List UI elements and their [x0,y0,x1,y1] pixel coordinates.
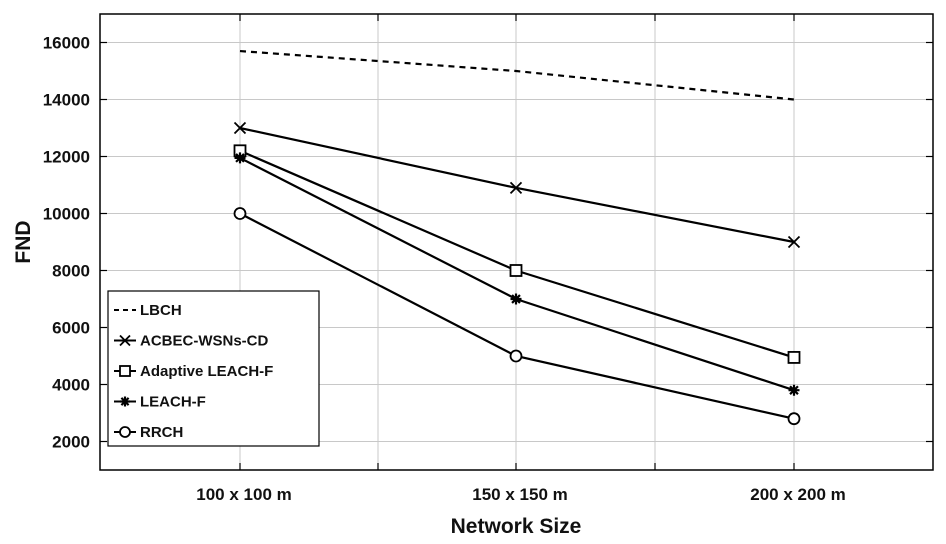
series-adaptive-leach-f [233,144,801,364]
series-lines [233,49,801,426]
y-tick-label: 2000 [52,433,90,452]
x-axis-label: Network Size [451,515,582,538]
series-lbch [239,49,795,101]
legend-entry-label: LEACH-F [140,394,206,411]
y-axis-ticks: 2000 4000 6000 8000 10000 12000 14000 16000 [43,34,933,452]
legend-marker [119,426,131,438]
legend-entry-label: Adaptive LEACH-F [140,363,273,380]
series-rrch [233,207,801,426]
legend: LBCH ACBEC-WSNs-CD Adaptive LEACH-F LEACH-F… [107,290,320,447]
y-tick-label: 4000 [52,376,90,395]
series-line [239,49,795,101]
data-point [234,152,246,164]
data-point [787,412,801,426]
data-point [509,181,523,194]
series-leach-f [234,152,800,396]
y-tick-label: 10000 [43,205,90,224]
data-point [233,121,247,135]
data-point [788,384,800,396]
y-tick-label: 16000 [43,34,90,53]
data-point [233,207,247,220]
legend-box [107,290,320,447]
x-tick-label: 100 x 100 m [196,485,291,504]
data-point [510,293,522,305]
data-point [509,349,523,363]
y-tick-label: 12000 [43,148,90,167]
y-tick-label: 8000 [52,262,90,281]
legend-entry-label: RRCH [140,424,183,441]
x-tick-label: 150 x 150 m [472,485,567,504]
y-tick-label: 6000 [52,319,90,338]
data-point [787,235,801,249]
legend-marker [120,396,130,407]
plot-frame [99,13,934,471]
x-axis-ticks: 100 x 100 m 150 x 150 m 200 x 200 m [196,14,846,504]
series-acbec-wsns-cd [233,121,801,249]
x-tick-label: 200 x 200 m [750,485,845,504]
data-point [509,264,523,277]
legend-entry-label: ACBEC-WSNs-CD [140,333,268,350]
data-point [787,351,801,364]
y-axis-label: FND [12,220,35,263]
y-tick-label: 14000 [43,91,90,110]
legend-marker [119,365,131,377]
legend-marker [119,334,131,347]
legend-entry-label: LBCH [140,302,182,319]
